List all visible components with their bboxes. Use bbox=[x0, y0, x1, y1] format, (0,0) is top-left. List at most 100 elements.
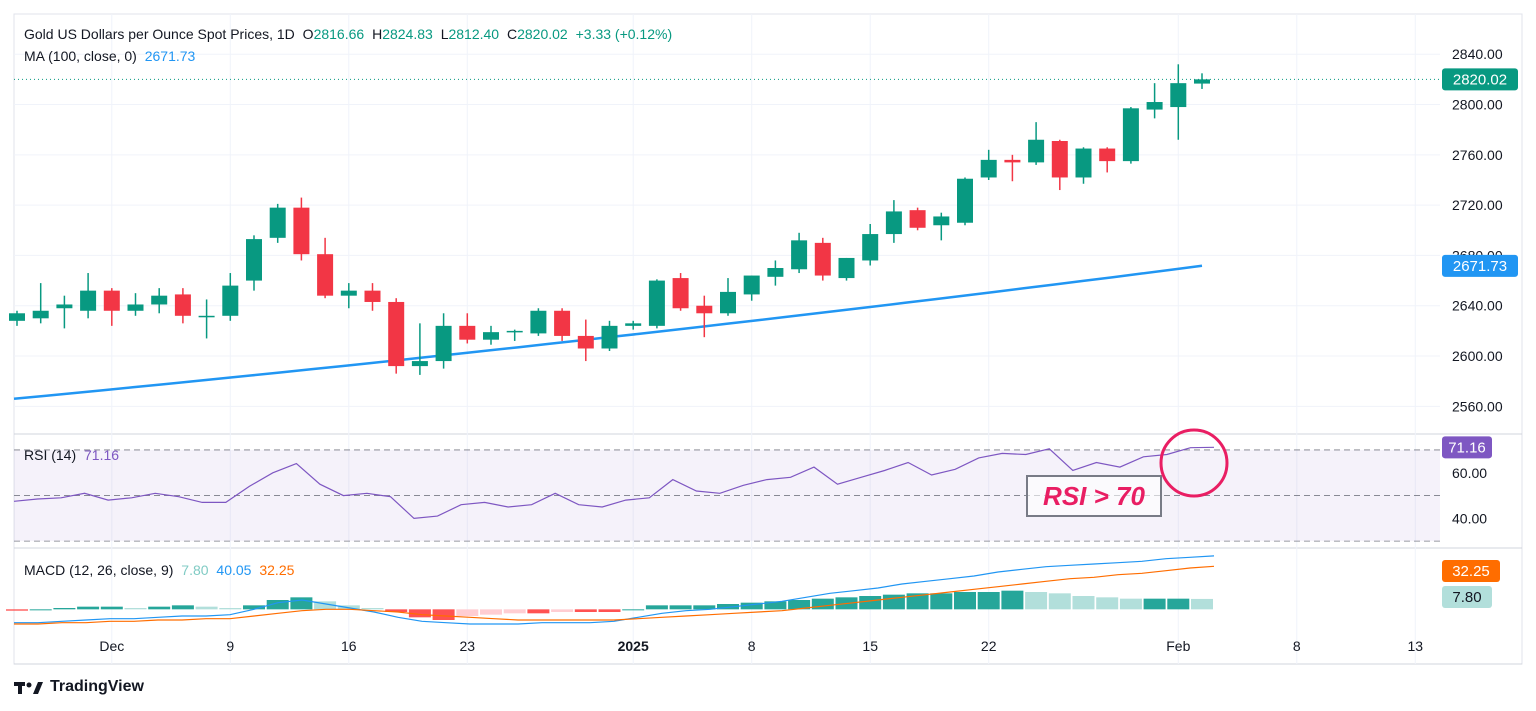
candle-body bbox=[506, 330, 523, 333]
macd-histogram-bar bbox=[954, 592, 976, 610]
rsi-line bbox=[13, 446, 1215, 520]
macd-legend: MACD (12, 26, close, 9) 7.80 40.05 32.25 bbox=[24, 562, 298, 578]
macd-histogram-bar bbox=[1143, 598, 1166, 610]
macd-histogram-bar bbox=[243, 605, 265, 610]
candle-body bbox=[791, 240, 808, 270]
candle-body bbox=[1146, 102, 1163, 110]
macd-signal-label-bg bbox=[1442, 560, 1500, 582]
candle-body bbox=[1194, 79, 1210, 84]
macd-histogram-bar bbox=[740, 602, 763, 610]
candle-body bbox=[103, 290, 120, 311]
ma-price-label-bg bbox=[1442, 254, 1518, 277]
candle-body bbox=[459, 325, 476, 340]
rsi-last-label-bg bbox=[1442, 436, 1492, 459]
x-tick-label: 22 bbox=[981, 638, 997, 654]
price-tick-label: 2640.00 bbox=[1452, 298, 1503, 314]
macd-histogram-bar bbox=[645, 605, 668, 610]
macd-histogram-bar bbox=[717, 604, 739, 610]
candle-body bbox=[720, 291, 736, 314]
macd-legend-label: MACD (12, 26, close, 9) bbox=[24, 562, 174, 578]
candle-body bbox=[648, 280, 665, 326]
brand-name: TradingView bbox=[50, 678, 144, 695]
macd-histogram-bar bbox=[669, 605, 692, 610]
macd-histogram-bar bbox=[598, 609, 621, 612]
macd-histogram-bar bbox=[219, 608, 242, 610]
tradingview-logo[interactable]: TradingView bbox=[14, 678, 144, 696]
macd-histogram-bar bbox=[266, 600, 289, 610]
candle-body bbox=[957, 178, 973, 223]
candle-body bbox=[1051, 141, 1068, 178]
candle-body bbox=[838, 257, 855, 279]
candle-body bbox=[980, 159, 997, 178]
candle-body bbox=[151, 295, 168, 305]
x-tick-label: 8 bbox=[748, 638, 756, 654]
candle-body bbox=[80, 290, 97, 311]
macd-histogram-bar bbox=[385, 609, 408, 612]
x-tick-label: 2025 bbox=[618, 638, 649, 654]
candle-body bbox=[1122, 108, 1139, 162]
macd-signal-label: 32.25 bbox=[1452, 563, 1490, 580]
candle-body bbox=[554, 310, 571, 336]
x-tick-label: 23 bbox=[460, 638, 476, 654]
macd-histogram-bar bbox=[574, 609, 597, 612]
candle-body bbox=[1004, 159, 1021, 163]
macd-histogram-bar bbox=[148, 606, 171, 610]
rsi-legend-value: 71.16 bbox=[84, 447, 120, 463]
macd-histogram-bar bbox=[290, 597, 313, 610]
candle-body bbox=[577, 335, 594, 349]
macd-histogram-bar bbox=[456, 609, 479, 616]
rsi-legend: RSI (14) 71.16 bbox=[24, 447, 123, 463]
macd-histogram-bar bbox=[811, 598, 834, 610]
candle-body bbox=[885, 211, 902, 235]
price-tick-label: 2840.00 bbox=[1452, 46, 1503, 62]
candle-body bbox=[246, 239, 262, 281]
x-tick-label: 13 bbox=[1408, 638, 1424, 654]
candle-body bbox=[483, 332, 499, 340]
last-price-label-bg bbox=[1442, 68, 1518, 91]
candle-body bbox=[127, 304, 144, 311]
last-price-label: 2820.02 bbox=[1453, 71, 1507, 88]
candle-body bbox=[1075, 148, 1092, 178]
legend-close: 2820.02 bbox=[517, 26, 568, 42]
candle-body bbox=[530, 310, 547, 334]
macd-histogram-bar bbox=[29, 609, 52, 611]
candle-body bbox=[743, 275, 760, 295]
candle-body bbox=[340, 290, 357, 296]
tradingview-icon bbox=[14, 682, 43, 694]
candle-body bbox=[814, 242, 831, 276]
macd-histogram-bar bbox=[1191, 598, 1213, 610]
macd-histogram-bar bbox=[906, 593, 929, 610]
macd-histogram-bar bbox=[408, 609, 431, 618]
price-legend: Gold US Dollars per Ounce Spot Prices, 1… bbox=[24, 26, 673, 42]
candle-body bbox=[174, 294, 191, 316]
macd-histogram-bar bbox=[764, 601, 787, 610]
price-tick-label: 2800.00 bbox=[1452, 97, 1503, 113]
price-tick-label: 2760.00 bbox=[1452, 147, 1503, 163]
macd-histogram-bar bbox=[124, 608, 147, 610]
candle-body bbox=[672, 278, 689, 309]
legend-high: 2824.83 bbox=[382, 26, 433, 42]
ma-price-label: 2671.73 bbox=[1453, 258, 1507, 275]
macd-histogram-bar bbox=[1167, 598, 1190, 610]
price-tick-label: 2720.00 bbox=[1452, 197, 1503, 213]
candle-body bbox=[625, 323, 642, 326]
ma-legend-label: MA (100, close, 0) bbox=[24, 48, 137, 64]
macd-histogram-bar bbox=[1072, 596, 1095, 610]
macd-histogram-bar bbox=[53, 608, 76, 610]
candle-body bbox=[933, 216, 950, 226]
x-tick-label: 16 bbox=[341, 638, 357, 654]
macd-legend-hist: 7.80 bbox=[181, 562, 209, 578]
candle-body bbox=[9, 313, 25, 321]
candle-body bbox=[222, 285, 239, 316]
price-tick-label: 2600.00 bbox=[1452, 348, 1503, 364]
x-tick-label: Feb bbox=[1166, 638, 1190, 654]
macd-histogram-bar bbox=[527, 609, 550, 614]
macd-histogram-bar bbox=[622, 609, 645, 611]
macd-histogram-bar bbox=[977, 592, 1000, 610]
legend-title: Gold US Dollars per Ounce Spot Prices, 1… bbox=[24, 26, 295, 42]
legend-open: 2816.66 bbox=[313, 26, 365, 42]
annotation-text: RSI > 70 bbox=[1043, 481, 1145, 511]
candle-body bbox=[862, 234, 879, 261]
macd-hist-label: 7.80 bbox=[1452, 589, 1481, 606]
